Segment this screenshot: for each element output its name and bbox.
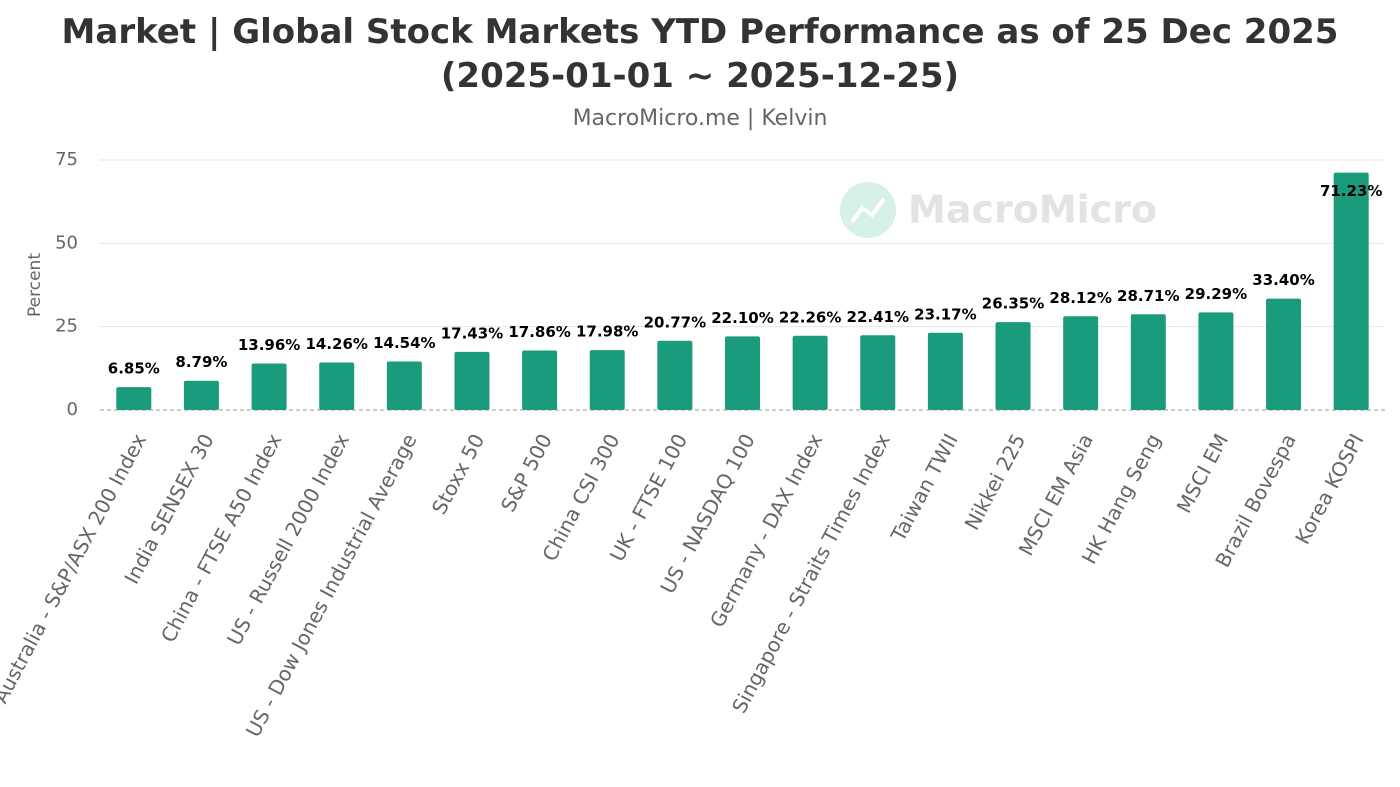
bar: [1063, 316, 1099, 410]
bar: [251, 363, 287, 410]
data-label: 17.43%: [441, 324, 503, 342]
data-label: 28.71%: [1117, 287, 1179, 305]
data-label: 33.40%: [1252, 271, 1314, 289]
data-label: 17.86%: [508, 323, 570, 341]
data-label: 13.96%: [238, 336, 300, 354]
bar: [454, 351, 490, 410]
bar: [522, 350, 558, 410]
bar: [386, 361, 422, 410]
bar: [1130, 314, 1166, 410]
data-label: 22.10%: [711, 309, 773, 327]
bar: [860, 335, 896, 410]
data-label: 6.85%: [108, 360, 160, 378]
bar: [183, 380, 219, 410]
data-label: 29.29%: [1185, 285, 1247, 303]
bar: [927, 332, 963, 410]
bar: [589, 350, 625, 410]
y-tick-label: 0: [67, 399, 78, 420]
data-label: 8.79%: [175, 353, 227, 371]
chart-subtitle: MacroMicro.me | Kelvin: [572, 106, 828, 131]
x-tick-label: China - FTSE A50 Index: [156, 430, 286, 647]
x-tick-label: Taiwan TWII: [886, 430, 963, 546]
bar: [657, 340, 693, 410]
x-tick-label: US - Russell 2000 Index: [222, 430, 354, 650]
y-tick-label: 50: [55, 232, 78, 253]
chart-title: Market | Global Stock Markets YTD Perfor…: [61, 12, 1339, 96]
data-label: 17.98%: [576, 323, 638, 341]
data-label: 14.26%: [305, 335, 367, 353]
data-label: 23.17%: [914, 305, 976, 323]
x-tick-label: Korea KOSPI: [1290, 430, 1368, 549]
bar: [1198, 312, 1234, 410]
y-tick-label: 75: [55, 149, 78, 170]
bar: [792, 335, 828, 410]
bar: [995, 322, 1031, 410]
bar: [116, 387, 152, 410]
bar: [1333, 172, 1369, 410]
data-label: 22.26%: [779, 308, 841, 326]
x-tick-label: MSCI EM: [1172, 430, 1234, 517]
watermark-icon-line: [850, 197, 886, 224]
x-tick-label: Stoxx 50: [427, 430, 489, 519]
x-tick-label: Nikkei 225: [960, 430, 1031, 534]
bar: [1266, 298, 1302, 410]
data-label: 71.23%: [1320, 182, 1382, 200]
data-label: 14.54%: [373, 334, 435, 352]
x-tick-label: S&P 500: [496, 430, 557, 516]
data-label: 26.35%: [982, 295, 1044, 313]
data-label: 28.12%: [1049, 289, 1111, 307]
y-tick-label: 25: [55, 316, 78, 337]
bar: [319, 362, 355, 410]
data-label: 20.77%: [644, 313, 706, 331]
y-axis-label: Percent: [25, 253, 45, 317]
watermark: MacroMicro: [908, 188, 1157, 232]
bar: [725, 336, 760, 410]
data-label: 22.41%: [847, 308, 909, 326]
